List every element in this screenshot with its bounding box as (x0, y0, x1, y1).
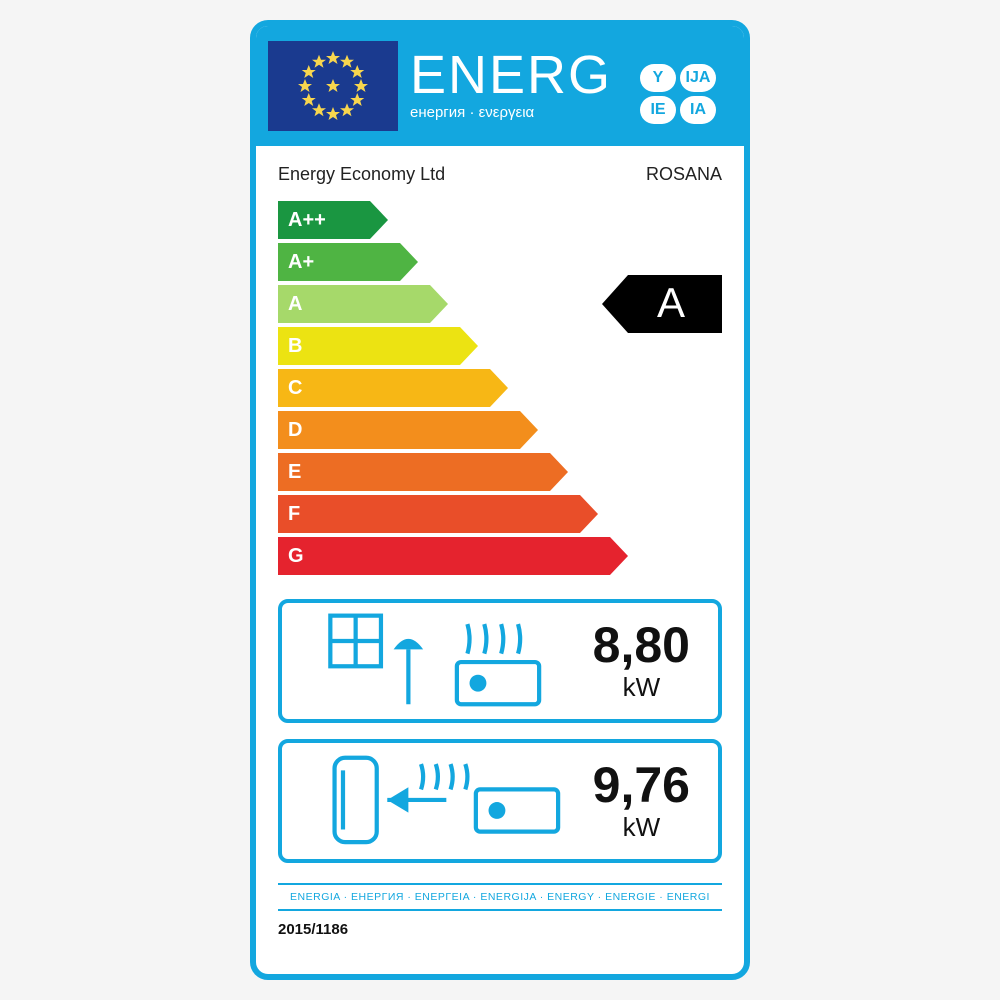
regulation-number: 2015/1186 (256, 915, 744, 948)
scale-row: D (278, 411, 722, 449)
scale-class-label: A (288, 285, 302, 323)
scale-row: A++ (278, 201, 722, 239)
box1-unit: kW (593, 672, 690, 703)
scale-arrow-icon (278, 327, 480, 365)
scale-class-label: A++ (288, 201, 326, 239)
scale-arrow-icon (278, 453, 570, 491)
suffix-pill: IE (640, 96, 676, 124)
box2-unit: kW (593, 812, 690, 843)
footer-languages: ENERGIA · ЕНЕРГИЯ · ΕΝΕΡΓΕΙΑ · ENERGIJA … (278, 883, 722, 911)
heat-output-values: 8,80 kW (593, 620, 700, 703)
water-heat-values: 9,76 kW (593, 760, 700, 843)
supplier-row: Energy Economy Ltd ROSANA (256, 146, 744, 191)
water-heat-box: 9,76 kW (278, 739, 722, 863)
scale-arrow-icon (278, 369, 510, 407)
suffix-pills: Y IJA IE IA (640, 64, 716, 124)
box2-value: 9,76 (593, 760, 690, 810)
scale-arrow-icon (278, 537, 630, 575)
space-heating-icon (300, 603, 593, 719)
water-heating-icon (300, 743, 593, 859)
scale-arrow-icon (278, 495, 600, 533)
header: ENERG енергия · ενεργεια Y IJA IE IA (256, 26, 744, 146)
scale-class-label: B (288, 327, 302, 365)
scale-row: C (278, 369, 722, 407)
scale-row: E (278, 453, 722, 491)
heat-output-box: 8,80 kW (278, 599, 722, 723)
rating-badge-label: A (636, 279, 706, 327)
scale-class-label: F (288, 495, 300, 533)
efficiency-scale: A++A+ABCDEFGA (256, 191, 744, 591)
scale-class-label: D (288, 411, 302, 449)
scale-class-label: G (288, 537, 304, 575)
suffix-pill: IJA (680, 64, 716, 92)
scale-arrow-icon (278, 411, 540, 449)
scale-class-label: A+ (288, 243, 314, 281)
suffix-pill: Y (640, 64, 676, 92)
scale-row: G (278, 537, 722, 575)
scale-class-label: E (288, 453, 301, 491)
model-name: ROSANA (646, 164, 722, 185)
scale-arrow-icon (278, 285, 450, 323)
scale-row: F (278, 495, 722, 533)
scale-class-label: C (288, 369, 302, 407)
box1-value: 8,80 (593, 620, 690, 670)
supplier-name: Energy Economy Ltd (278, 164, 445, 185)
eu-flag-icon (268, 41, 398, 131)
energy-label-card: ENERG енергия · ενεργεια Y IJA IE IA Ene… (250, 20, 750, 980)
suffix-pill: IA (680, 96, 716, 124)
